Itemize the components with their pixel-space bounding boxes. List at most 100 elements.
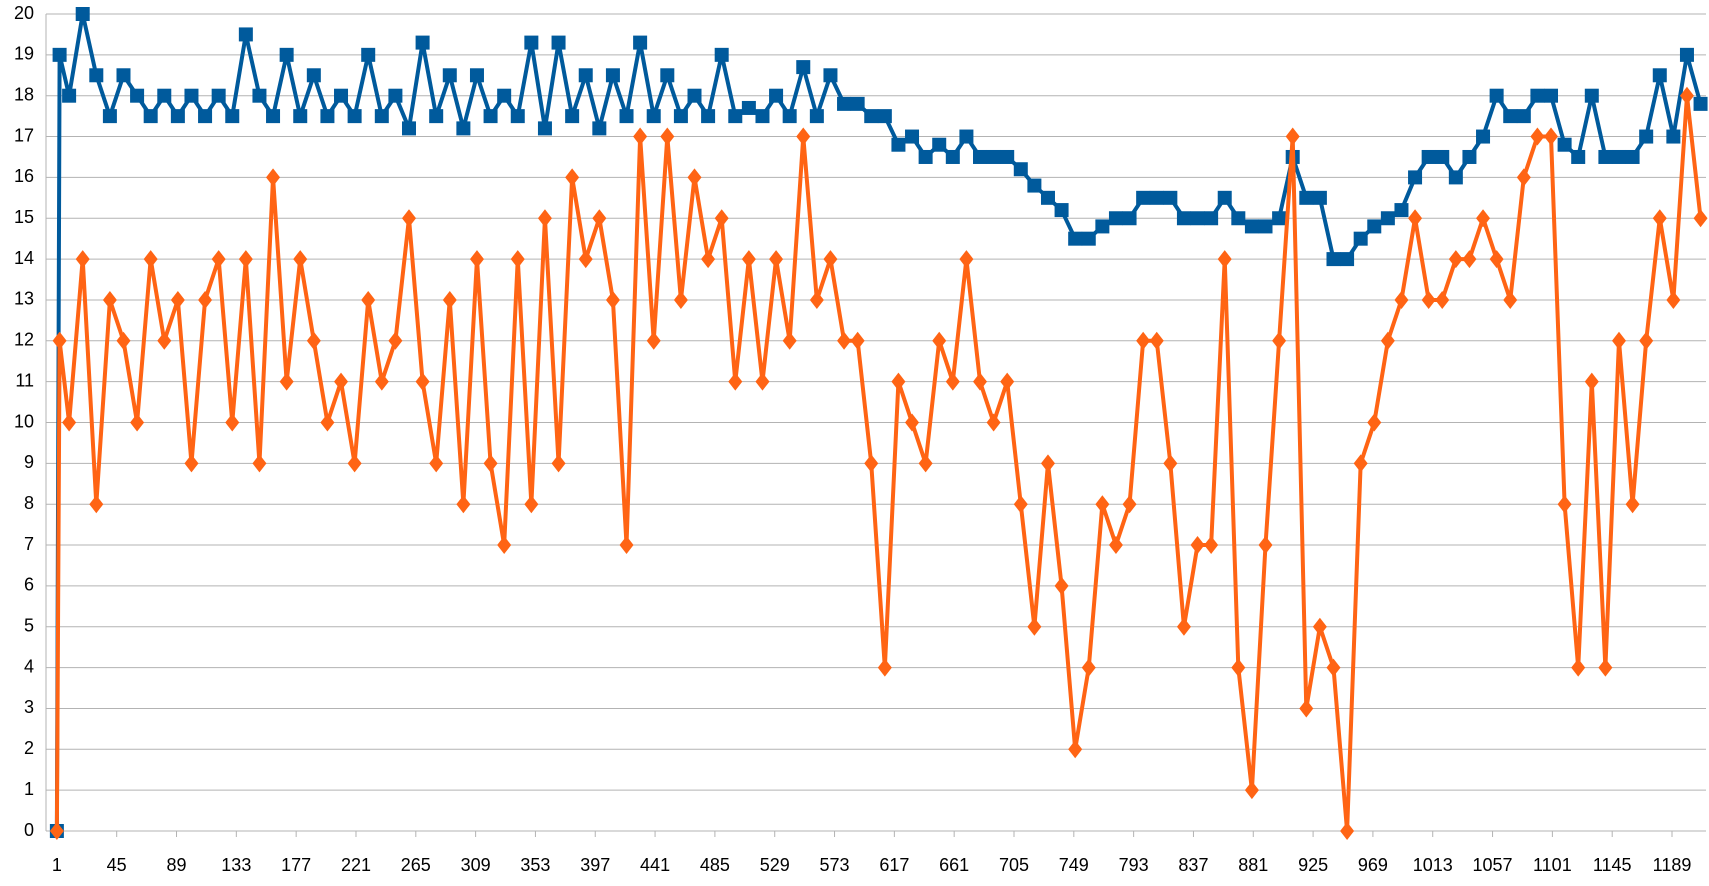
point-marker <box>769 88 784 103</box>
point-marker <box>1584 88 1599 103</box>
point-marker <box>1353 454 1368 473</box>
point-marker <box>1652 209 1667 228</box>
point-marker <box>1448 170 1463 185</box>
point-marker <box>62 88 77 103</box>
point-marker <box>1326 252 1341 267</box>
y-tick-label: 2 <box>24 738 34 758</box>
point-marker <box>1013 495 1028 514</box>
point-marker <box>986 413 1001 432</box>
point-marker <box>1299 699 1314 718</box>
point-marker <box>1231 658 1246 677</box>
point-marker <box>293 109 308 124</box>
point-marker <box>1217 250 1232 269</box>
x-tick-label: 617 <box>879 855 909 875</box>
y-tick-label: 13 <box>14 289 34 309</box>
point-marker <box>429 454 444 473</box>
point-marker <box>456 495 471 514</box>
point-marker <box>809 109 824 124</box>
y-tick-label: 14 <box>14 248 34 268</box>
point-marker <box>279 372 294 391</box>
point-marker <box>673 290 688 309</box>
y-tick-label: 0 <box>24 820 34 840</box>
point-marker <box>1095 219 1110 234</box>
point-marker <box>959 250 974 269</box>
point-marker <box>1476 129 1491 144</box>
point-marker <box>1163 190 1178 205</box>
y-tick-label: 15 <box>14 207 34 227</box>
point-marker <box>1176 211 1191 226</box>
x-tick-label: 353 <box>520 855 550 875</box>
point-marker <box>1272 331 1287 350</box>
point-marker <box>388 88 403 103</box>
point-marker <box>905 129 920 144</box>
point-marker <box>537 121 552 136</box>
point-marker <box>198 290 213 309</box>
point-marker <box>401 121 416 136</box>
point-marker <box>1503 290 1518 309</box>
point-marker <box>524 495 539 514</box>
point-marker <box>728 372 743 391</box>
point-marker <box>864 109 879 124</box>
point-marker <box>1598 658 1613 677</box>
point-marker <box>293 250 308 269</box>
point-marker <box>1489 88 1504 103</box>
point-marker <box>1244 781 1259 800</box>
point-marker <box>1516 168 1531 187</box>
point-marker <box>891 137 906 152</box>
series <box>49 7 1708 838</box>
x-tick-label: 221 <box>341 855 371 875</box>
point-marker <box>1516 109 1531 124</box>
point-marker <box>170 109 185 124</box>
point-marker <box>755 109 770 124</box>
point-marker <box>1149 331 1164 350</box>
point-marker <box>578 68 593 83</box>
point-marker <box>401 209 416 228</box>
point-marker <box>89 495 104 514</box>
point-marker <box>782 109 797 124</box>
point-marker <box>497 88 512 103</box>
point-marker <box>1054 203 1069 218</box>
point-marker <box>578 250 593 269</box>
point-marker <box>1503 109 1518 124</box>
point-marker <box>1000 149 1015 164</box>
point-marker <box>1054 576 1069 595</box>
x-tick-label: 837 <box>1178 855 1208 875</box>
point-marker <box>687 88 702 103</box>
point-marker <box>551 35 566 50</box>
point-marker <box>823 68 838 83</box>
point-marker <box>415 372 430 391</box>
point-marker <box>225 109 240 124</box>
point-marker <box>1584 372 1599 391</box>
point-marker <box>1095 495 1110 514</box>
point-marker <box>1312 617 1327 636</box>
point-marker <box>1027 178 1042 193</box>
point-marker <box>714 209 729 228</box>
point-marker <box>1448 250 1463 269</box>
point-marker <box>52 331 67 350</box>
point-marker <box>1679 47 1694 62</box>
y-tick-label: 20 <box>14 3 34 23</box>
point-marker <box>701 250 716 269</box>
point-marker <box>1394 290 1409 309</box>
point-marker <box>347 109 362 124</box>
point-marker <box>1340 822 1355 840</box>
point-marker <box>633 35 648 50</box>
x-tick-label: 1145 <box>1593 855 1632 875</box>
point-marker <box>850 96 865 111</box>
point-marker <box>782 331 797 350</box>
point-marker <box>687 168 702 187</box>
point-marker <box>945 149 960 164</box>
point-marker <box>864 454 879 473</box>
point-marker <box>1312 190 1327 205</box>
point-marker <box>510 250 525 269</box>
point-marker <box>1244 219 1259 234</box>
y-tick-label: 4 <box>24 656 34 676</box>
point-marker <box>1571 658 1586 677</box>
y-tick-label: 10 <box>14 411 34 431</box>
point-marker <box>102 290 117 309</box>
point-marker <box>320 413 335 432</box>
point-marker <box>62 413 77 432</box>
point-marker <box>796 127 811 146</box>
point-marker <box>1204 536 1219 555</box>
